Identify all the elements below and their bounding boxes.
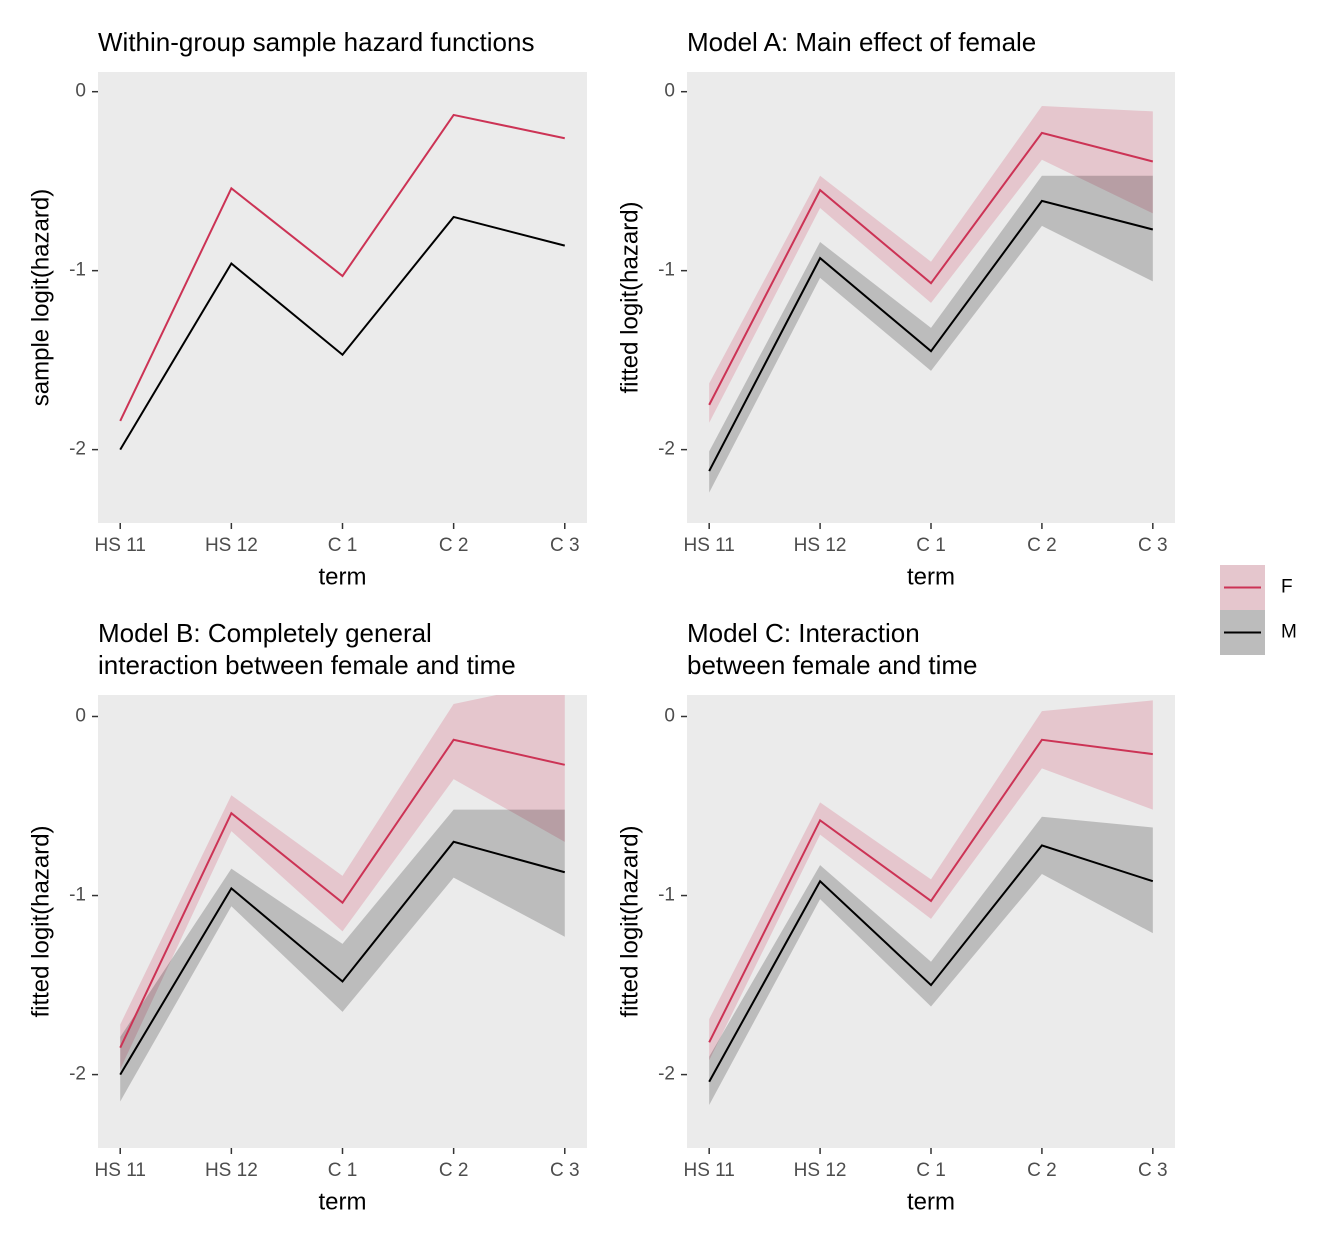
x-tick-label: C 1 [916, 535, 946, 556]
line [708, 844, 1154, 1083]
x-tick-label: C 3 [1138, 1160, 1168, 1181]
y-tick-label: -2 [658, 439, 675, 460]
panel-background [98, 72, 587, 523]
y-tick-label: -1 [658, 885, 675, 906]
x-tick-label: C 2 [439, 535, 469, 556]
ribbon [709, 175, 1153, 493]
x-tick-label: HS 12 [794, 1160, 847, 1181]
x-tick-label: HS 12 [205, 535, 258, 556]
x-tick-label: HS 11 [95, 535, 146, 556]
ribbon [120, 695, 565, 1070]
plot-area [708, 106, 1154, 493]
ribbon [709, 106, 1153, 423]
ribbon [709, 700, 1153, 1061]
plot-area [119, 695, 566, 1102]
line [708, 738, 1153, 1043]
legend-label: F [1281, 577, 1293, 598]
y-axis-label: sample logit(hazard) [27, 189, 54, 406]
y-axis-label: fitted logit(hazard) [616, 201, 643, 393]
x-tick-label: C 3 [550, 1160, 580, 1181]
x-tick-label: C 1 [328, 535, 358, 556]
plot-area [708, 700, 1154, 1106]
x-tick-label: C 2 [439, 1160, 469, 1181]
chart-title: Within-group sample hazard functions [98, 27, 535, 57]
y-tick-label: 0 [75, 81, 86, 102]
panel-background [687, 695, 1175, 1148]
line [708, 199, 1154, 472]
y-axis-label: fitted logit(hazard) [616, 825, 643, 1017]
y-tick-label: -1 [69, 885, 86, 906]
y-axis-label: fitted logit(hazard) [27, 825, 54, 1017]
y-tick-label: -1 [658, 260, 675, 281]
ribbon [120, 809, 565, 1102]
x-tick-label: C 2 [1027, 535, 1057, 556]
x-axis-label: term [319, 1188, 367, 1215]
y-tick-label: 0 [664, 706, 675, 727]
y-tick-label: -1 [69, 260, 86, 281]
x-axis-label: term [907, 563, 955, 590]
line [119, 113, 565, 422]
y-tick-label: -2 [69, 439, 86, 460]
y-tick-label: -2 [69, 1064, 86, 1085]
chart-title: Model A: Main effect of female [687, 27, 1037, 57]
x-tick-label: C 1 [328, 1160, 358, 1181]
y-tick-label: -2 [658, 1064, 675, 1085]
x-tick-label: C 1 [916, 1160, 946, 1181]
ribbon [709, 816, 1153, 1106]
x-tick-label: HS 12 [794, 535, 847, 556]
chart-title: Model C: Interaction between female and … [687, 618, 978, 680]
line [119, 215, 566, 451]
y-tick-label: 0 [75, 706, 86, 727]
x-axis-label: term [907, 1188, 955, 1215]
x-axis-label: term [319, 563, 367, 590]
x-tick-label: HS 11 [95, 1160, 146, 1181]
x-tick-label: HS 12 [205, 1160, 258, 1181]
x-tick-label: C 2 [1027, 1160, 1057, 1181]
x-tick-label: C 3 [550, 535, 580, 556]
chart-title: Model B: Completely general interaction … [98, 618, 516, 680]
line [708, 131, 1154, 406]
line [119, 840, 566, 1076]
line [119, 738, 565, 1049]
y-tick-label: 0 [664, 81, 675, 102]
plot-area [119, 113, 566, 451]
legend-label: M [1281, 622, 1297, 643]
x-tick-label: HS 11 [683, 1160, 734, 1181]
x-tick-label: C 3 [1138, 535, 1168, 556]
x-tick-label: HS 11 [683, 535, 734, 556]
